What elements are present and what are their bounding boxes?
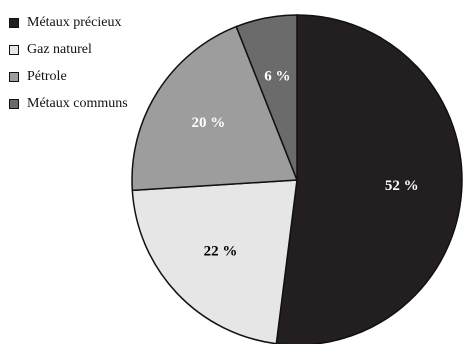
legend-item-metaux-precieux: Métaux précieux — [9, 9, 128, 36]
legend-item-metaux-communs: Métaux communs — [9, 90, 128, 117]
slice-label-gaz-naturel: 22 % — [204, 243, 238, 259]
legend-item-gaz-naturel: Gaz naturel — [9, 36, 128, 63]
legend-label-metaux-communs: Métaux communs — [27, 95, 128, 111]
legend-label-petrole: Pétrole — [27, 68, 67, 84]
chart-legend: Métaux précieux Gaz naturel Pétrole Méta… — [9, 9, 128, 117]
legend-label-metaux-precieux: Métaux précieux — [27, 14, 122, 30]
pie-slice-metaux-precieux — [275, 14, 463, 344]
legend-swatch-gaz-naturel — [9, 44, 19, 55]
legend-swatch-metaux-communs — [9, 98, 19, 109]
pie-slice-metaux-communs — [235, 14, 298, 181]
legend-swatch-petrole — [9, 71, 19, 82]
legend-label-gaz-naturel: Gaz naturel — [27, 41, 92, 57]
pie-slice-gaz-naturel — [131, 179, 298, 344]
pie-slice-petrole — [131, 25, 299, 192]
slice-label-metaux-precieux: 52 % — [385, 178, 419, 194]
slice-label-petrole: 20 % — [191, 115, 225, 131]
legend-swatch-metaux-precieux — [9, 17, 19, 28]
slice-label-metaux-communs: 6 % — [264, 68, 290, 84]
legend-item-petrole: Pétrole — [9, 63, 128, 90]
